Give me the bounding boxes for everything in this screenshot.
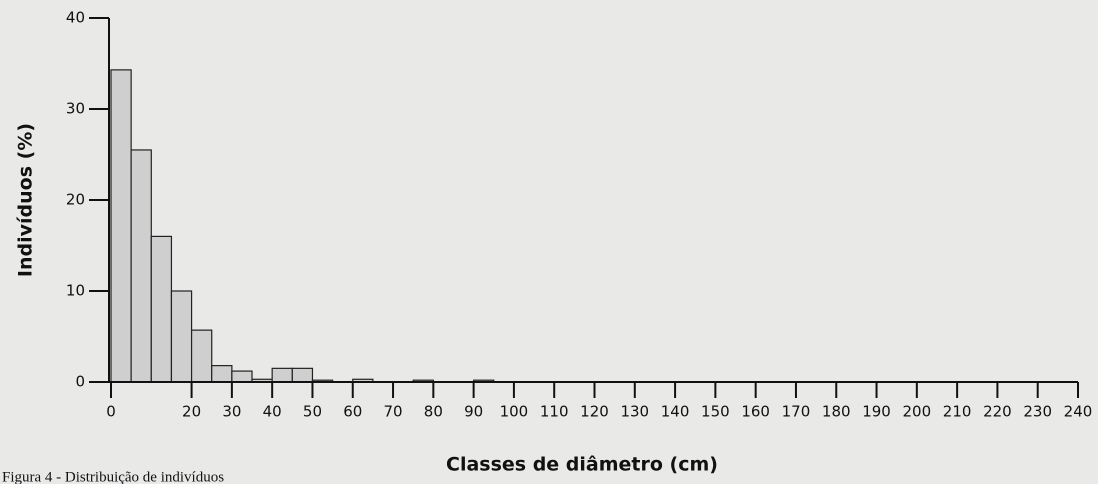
bar: [130, 149, 152, 383]
x-tick-label: 100: [500, 403, 529, 421]
x-tick-label: 110: [540, 403, 569, 421]
bar: [291, 367, 314, 383]
x-tick-label: 80: [424, 403, 443, 421]
x-tick-label: 160: [741, 403, 770, 421]
bar: [231, 370, 253, 383]
x-tick-label: 60: [343, 403, 362, 421]
y-tick-label: 30: [66, 100, 85, 118]
caption: Figura 4 - Distribuição de indivíduos: [2, 469, 224, 484]
x-tick-label: 40: [263, 403, 282, 421]
y-tick-label: 40: [66, 9, 85, 27]
bar: [150, 235, 173, 383]
x-axis-title: Classes de diâmetro (cm): [446, 454, 718, 476]
x-tick-label: 30: [222, 403, 241, 421]
y-tick-label: 10: [66, 282, 85, 300]
x-tick-label: 120: [580, 403, 609, 421]
x-tick-label: 130: [620, 403, 649, 421]
y-tick-label: 20: [66, 191, 85, 209]
x-tick-label: 240: [1064, 403, 1093, 421]
x-tick-label: 170: [782, 403, 811, 421]
x-tick-label: 180: [822, 403, 851, 421]
bar: [271, 367, 293, 383]
bar: [190, 329, 213, 383]
x-tick-label: 140: [661, 403, 690, 421]
y-axis-title: Indivíduos (%): [15, 123, 37, 277]
x-tick-label: 90: [464, 403, 483, 421]
x-tick-label: 70: [383, 403, 402, 421]
x-tick-label: 200: [903, 403, 932, 421]
bar: [170, 290, 193, 383]
x-tick-label: 190: [862, 403, 891, 421]
x-tick-label: 150: [701, 403, 730, 421]
x-tick-label: 230: [1023, 403, 1052, 421]
bar: [211, 365, 233, 383]
x-tick-label: 220: [983, 403, 1012, 421]
x-tick-label: 20: [182, 403, 201, 421]
y-tick-label: 0: [75, 373, 85, 391]
bar: [110, 69, 132, 383]
x-tick-label: 210: [943, 403, 972, 421]
x-tick-label: 50: [303, 403, 322, 421]
x-tick-label: 0: [106, 403, 116, 421]
